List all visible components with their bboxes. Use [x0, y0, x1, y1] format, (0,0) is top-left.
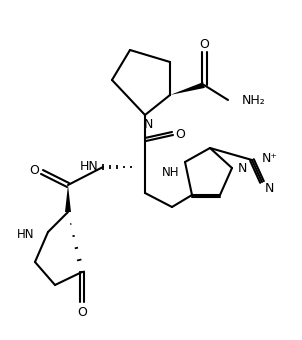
Text: O: O: [199, 37, 209, 51]
Polygon shape: [170, 82, 205, 95]
Polygon shape: [65, 185, 71, 212]
Text: HN: HN: [80, 160, 98, 173]
Text: NH₂: NH₂: [242, 94, 266, 106]
Text: N: N: [237, 163, 247, 175]
Text: NH: NH: [162, 166, 180, 178]
Text: N⁺: N⁺: [262, 153, 278, 166]
Text: N: N: [143, 118, 153, 131]
Text: O: O: [175, 129, 185, 141]
Text: HN: HN: [17, 227, 34, 240]
Text: O: O: [29, 164, 39, 176]
Text: O: O: [77, 306, 87, 319]
Text: N: N: [264, 183, 274, 196]
